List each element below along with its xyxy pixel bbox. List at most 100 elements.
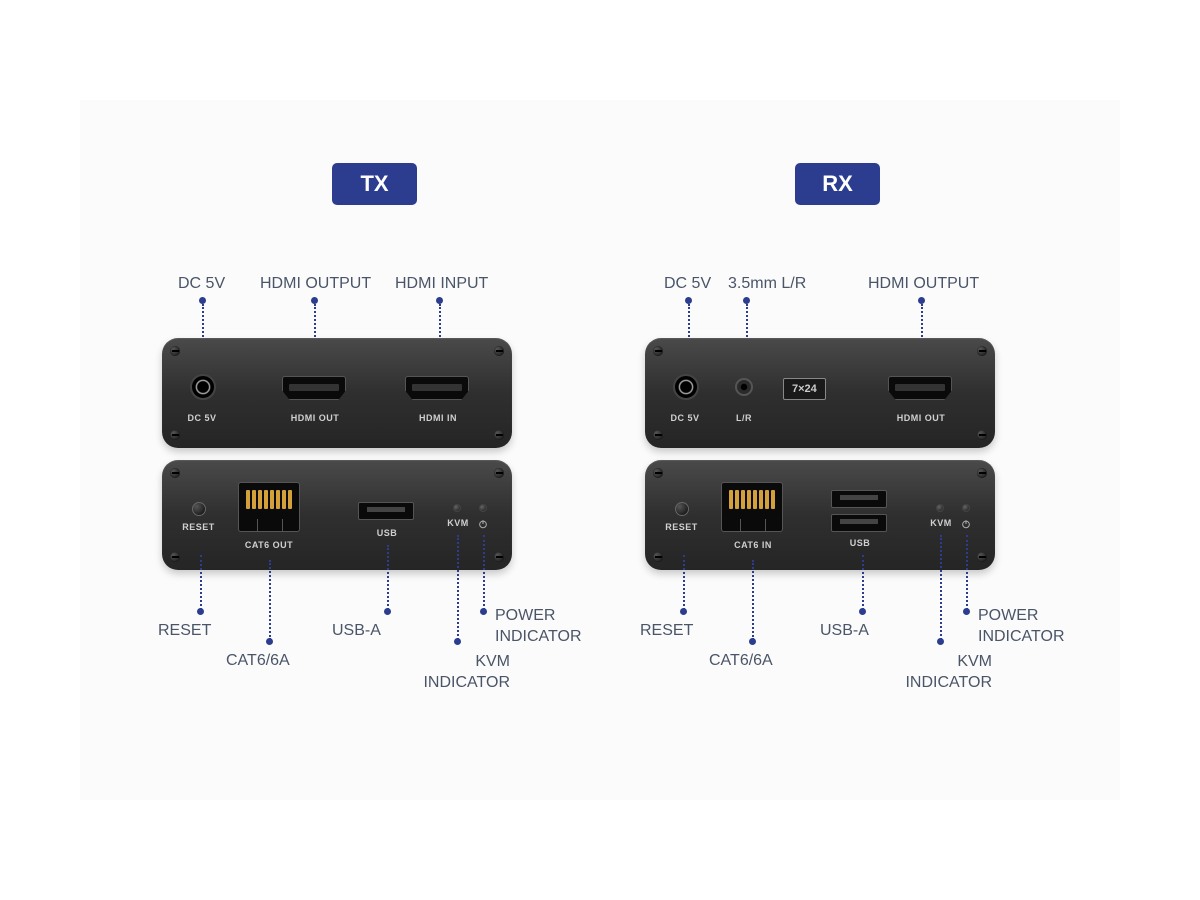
rx-callout-audio: 3.5mm L/R [728,275,806,293]
dot [454,638,461,645]
leader [483,535,485,610]
label-dc: DC 5V [665,413,705,423]
dot [197,608,204,615]
screw [494,430,504,440]
screw [494,346,504,356]
rx-callout-usb: USB-A [820,622,869,640]
usb-port-1 [831,490,887,508]
dot [266,638,273,645]
screw [653,430,663,440]
hdmi-out-port [888,376,952,400]
leader [862,555,864,610]
label-reset: RESET [176,522,221,532]
leader [940,535,942,640]
screw [494,552,504,562]
chip-7x24: 7×24 [783,378,826,400]
tx-callout-reset: RESET [158,622,211,640]
dot [685,297,692,304]
reset-button[interactable] [192,502,206,516]
dot [436,297,443,304]
label-hdmi-out: HDMI OUT [886,413,956,423]
rx-callout-rj45: CAT6/6A [709,652,773,670]
rx-callout-hdmi-out: HDMI OUTPUT [868,275,979,293]
label-hdmi-in: HDMI IN [410,413,466,423]
leader [200,555,202,610]
tx-callout-kvm-l1: KVM [475,653,510,670]
leader [457,535,459,640]
tx-callout-hdmi-out: HDMI OUTPUT [260,275,371,293]
screw [977,430,987,440]
dot [937,638,944,645]
rx-callout-reset: RESET [640,622,693,640]
label-reset: RESET [659,522,704,532]
kvm-led [936,504,944,512]
leader [966,535,968,610]
power-icon [961,516,971,526]
power-icon [478,516,488,526]
usb-port-2 [831,514,887,532]
dot [384,608,391,615]
label-usb: USB [845,538,875,548]
rj45-port [721,482,783,532]
dot [680,608,687,615]
dot [743,297,750,304]
label-kvm: KVM [926,518,956,528]
inner-background [80,100,1120,800]
label-kvm: KVM [443,518,473,528]
leader [683,555,685,610]
rx-callout-power-l1: POWER [978,607,1038,624]
tx-callout-power-l2: INDICATOR [495,628,582,645]
dot [859,608,866,615]
rx-callout-kvm-l1: KVM [957,653,992,670]
rx-callout-kvm-l2: INDICATOR [905,674,992,691]
tx-callout-power-l1: POWER [495,607,555,624]
screw [170,430,180,440]
dot [963,608,970,615]
dot [311,297,318,304]
usb-port [358,502,414,520]
tx-callout-usb: USB-A [332,622,381,640]
label-usb: USB [372,528,402,538]
dot [199,297,206,304]
rx-callout-power-l2: INDICATOR [978,628,1065,645]
screw [977,468,987,478]
label-dc: DC 5V [182,413,222,423]
reset-button[interactable] [675,502,689,516]
rx-badge: RX [795,163,880,205]
rx-callout-dc: DC 5V [664,275,711,293]
audio-jack [735,378,753,396]
tx-callout-hdmi-in: HDMI INPUT [395,275,488,293]
label-audio: L/R [729,413,759,423]
hdmi-in-port [405,376,469,400]
screw [653,346,663,356]
screw [653,468,663,478]
screw [653,552,663,562]
screw [977,552,987,562]
kvm-led [453,504,461,512]
rx-panel-front: RESET CAT6 IN USB KVM [645,460,995,570]
rx-panel-rear: DC 5V L/R 7×24 HDMI OUT [645,338,995,448]
tx-callout-dc: DC 5V [178,275,225,293]
dc-jack [190,374,216,400]
dot [480,608,487,615]
leader [752,560,754,640]
tx-callout-rj45: CAT6/6A [226,652,290,670]
screw [977,346,987,356]
hdmi-out-port [282,376,346,400]
screw [170,468,180,478]
tx-panel-front: RESET CAT6 OUT USB KVM [162,460,512,570]
dot [749,638,756,645]
screw [170,552,180,562]
screw [170,346,180,356]
leader [387,545,389,610]
tx-panel-rear: DC 5V HDMI OUT HDMI IN [162,338,512,448]
label-hdmi-out: HDMI OUT [280,413,350,423]
rj45-port [238,482,300,532]
label-rj45: CAT6 OUT [238,540,300,550]
screw [494,468,504,478]
power-led [479,504,487,512]
dc-jack [673,374,699,400]
label-rj45: CAT6 IN [725,540,781,550]
tx-badge: TX [332,163,417,205]
power-led [962,504,970,512]
